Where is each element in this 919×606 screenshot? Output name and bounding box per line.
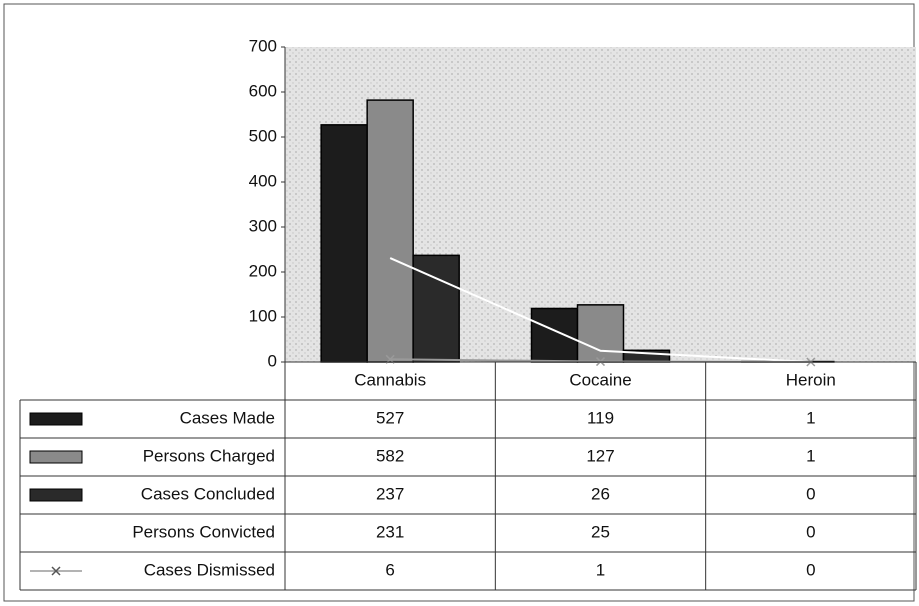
y-tick-label: 600: [249, 81, 277, 100]
table-value: 1: [806, 446, 815, 465]
table-value: 0: [806, 522, 815, 541]
bar: [412, 254, 460, 363]
table-value: 0: [806, 560, 815, 579]
y-tick-label: 700: [249, 36, 277, 55]
bar: [320, 124, 368, 363]
legend-label: Cases Made: [180, 408, 275, 427]
y-tick-label: 0: [268, 351, 277, 370]
y-tick-label: 200: [249, 261, 277, 280]
legend-label: Cases Concluded: [141, 484, 275, 503]
table-value: 582: [376, 446, 404, 465]
x-tick-label: Heroin: [786, 370, 836, 389]
table-value: 1: [596, 560, 605, 579]
legend-label: Persons Convicted: [132, 522, 275, 541]
y-tick-label: 500: [249, 126, 277, 145]
bar: [366, 99, 414, 363]
table-value: 127: [586, 446, 614, 465]
table-value: 231: [376, 522, 404, 541]
table-value: 26: [591, 484, 610, 503]
table-value: 25: [591, 522, 610, 541]
y-tick-label: 400: [249, 171, 277, 190]
legend-label: Cases Dismissed: [144, 560, 275, 579]
legend-swatch: [51, 566, 61, 576]
y-tick-label: 100: [249, 306, 277, 325]
legend-swatch: [29, 488, 83, 502]
x-tick-label: Cocaine: [569, 370, 631, 389]
table-value: 0: [806, 484, 815, 503]
x-tick-label: Cannabis: [354, 370, 426, 389]
table-value: 1: [806, 408, 815, 427]
bar: [530, 307, 579, 363]
legend-swatch: [29, 450, 83, 464]
y-tick-label: 300: [249, 216, 277, 235]
table-value: 237: [376, 484, 404, 503]
table-value: 119: [587, 408, 614, 427]
legend-swatch: [29, 412, 83, 426]
line: [389, 257, 811, 363]
bar: [576, 304, 625, 363]
table-value: 6: [385, 560, 394, 579]
legend-label: Persons Charged: [143, 446, 275, 465]
table-value: 527: [376, 408, 404, 427]
